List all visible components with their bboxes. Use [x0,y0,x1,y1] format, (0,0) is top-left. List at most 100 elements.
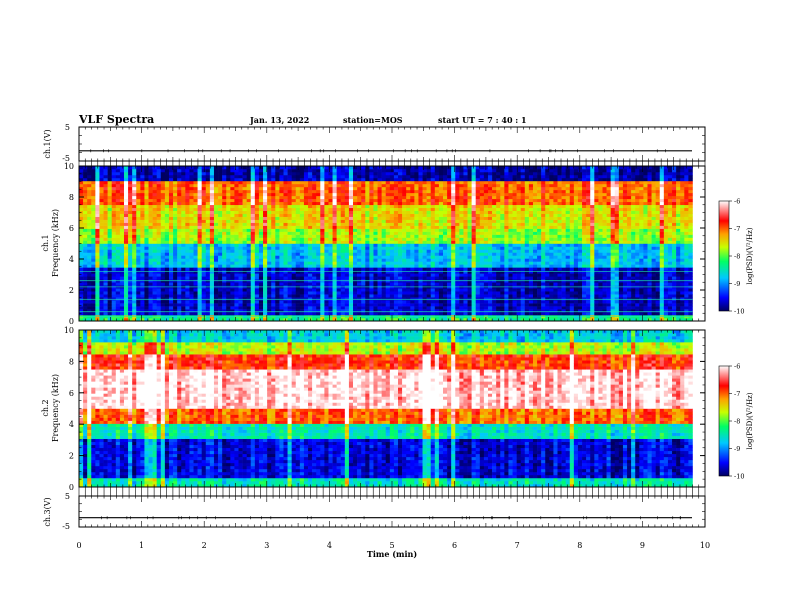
spectrogram-cell [463,216,468,220]
spectrogram-cell [316,219,321,223]
spectrogram-cell [152,261,158,265]
spectrogram-cell [332,186,337,191]
spectrogram-cell [336,198,342,203]
spectrogram-cell [185,171,190,176]
spectrogram-cell [91,273,96,277]
spectrogram-cell [79,309,84,313]
spectrogram-cell [283,294,288,298]
spectrogram-cell [275,270,280,274]
spectrogram-cell [226,186,231,191]
spectrogram-cell [189,261,194,265]
spectrogram-cell [115,174,121,179]
spectrogram-cell [308,174,313,179]
spectrogram-cell [336,171,342,176]
spectrogram-cell [148,192,153,197]
spectrogram-cell [389,177,395,182]
spectrogram-cell [348,309,354,313]
spectrogram-cell [430,255,436,259]
spectrogram-cell [348,186,354,191]
spectrogram-cell [99,201,104,206]
spectrogram-cell [406,228,411,232]
spectrogram-cell [447,228,452,232]
spectrogram-cell [312,222,317,226]
spectrogram-cell [402,216,407,220]
spectrogram-cell [340,309,346,313]
spectrogram-cell [230,303,235,307]
spectrogram-cell [385,243,391,247]
spectrogram-cell [119,264,125,268]
spectrogram-cell [303,204,309,209]
spectrogram-cell [185,213,190,217]
spectrogram-cell [385,267,391,271]
spectrogram-cell [238,270,243,274]
spectrogram-cell [443,243,448,247]
spectrogram-cell [283,252,288,256]
spectrogram-cell [148,303,153,307]
spectrogram-cell [242,192,247,197]
spectrogram-cell [451,273,456,277]
spectrogram-cell [181,240,186,244]
spectrogram-cell [250,258,256,262]
spectrogram-cell [308,297,313,301]
spectrogram-cell [320,189,325,194]
spectrogram-cell [324,300,329,304]
spectrogram-cell [447,264,452,268]
spectrogram-cell [398,195,403,200]
spectrogram-cell [336,288,342,292]
spectrogram-cell [336,261,342,265]
spectrogram-cell [373,270,378,274]
spectrogram-cell [340,216,346,220]
spectrogram-cell [87,261,92,265]
spectrogram-cell [218,267,223,271]
spectrogram-cell [201,207,207,212]
spectrogram-cell [393,231,399,235]
spectrogram-cell [373,210,378,214]
spectrogram-cell [283,225,288,229]
spectrogram-cell [91,210,96,214]
spectrogram-cell [185,282,190,286]
spectrogram-cell [209,273,215,277]
spectrogram-cell [185,243,190,247]
spectrogram-cell [418,192,423,197]
spectrogram-cell [377,225,382,229]
spectrogram-cell [373,300,378,304]
spectrogram-cell [303,255,309,259]
spectrogram-cell [103,243,108,247]
spectrogram-cell [107,231,113,235]
spectrogram-cell [459,276,464,280]
spectrogram-cell [148,216,153,220]
spectrogram-cell [132,228,137,232]
spectrogram-cell [177,201,182,206]
spectrogram-cell [275,264,280,268]
spectrogram-cell [144,276,149,280]
spectrogram-cell [336,282,342,286]
spectrogram-cell [410,267,415,271]
spectrogram-cell [459,222,464,226]
spectrogram-cell [283,282,288,286]
spectrogram-cell [295,306,301,310]
spectrogram-cell [406,252,411,256]
spectrogram-cell [393,168,399,173]
spectrogram-cell [242,264,247,268]
spectrogram-cell [418,201,423,206]
spectrogram-cell [160,231,166,235]
spectrogram-cell [234,183,239,188]
spectrogram-cell [189,255,194,259]
spectrogram-cell [197,234,202,238]
spectrogram-cell [99,264,104,268]
spectrogram-cell [434,183,440,188]
spectrogram-cell [459,291,464,295]
spectrogram-cell [79,243,84,247]
spectrogram-cell [418,174,423,179]
spectrogram-cell [418,258,423,262]
spectrogram-cell [295,282,301,286]
spectrogram-cell [144,186,149,191]
spectrogram-cell [140,204,145,209]
spectrogram-cell [201,210,207,214]
spectrogram-cell [226,261,231,265]
spectrogram-cell [205,189,211,194]
spectrogram-cell [263,237,268,241]
spectrogram-cell [308,204,313,209]
spectrogram-cell [303,186,309,191]
spectrogram-cell [197,177,202,182]
